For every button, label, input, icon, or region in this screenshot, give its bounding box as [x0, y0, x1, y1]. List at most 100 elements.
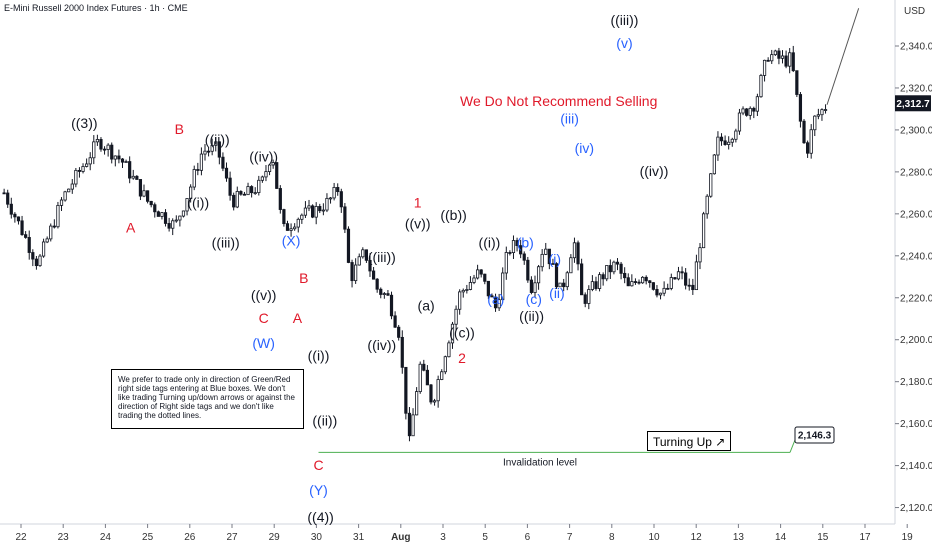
candle-body: [544, 248, 548, 255]
candle-body: [45, 238, 49, 243]
candle-body: [762, 59, 767, 76]
candle-body: [214, 141, 218, 146]
wave-label: B: [299, 270, 308, 286]
x-tick-label: 26: [184, 532, 196, 543]
candle-body: [120, 158, 125, 163]
candle-body: [425, 369, 429, 386]
candle-body: [81, 166, 85, 172]
candle-body: [368, 259, 372, 272]
candle-body: [264, 171, 268, 178]
x-tick-label: 23: [58, 532, 70, 543]
y-tick-label: 2,140.0: [900, 461, 932, 472]
candle-body: [698, 247, 702, 263]
candle-body: [178, 215, 182, 221]
candle-body: [766, 59, 770, 62]
x-tick-label: 13: [733, 532, 745, 543]
candle-body: [246, 186, 250, 196]
candle-body: [375, 278, 379, 290]
wave-label: 2: [458, 350, 466, 366]
candle-body: [142, 190, 146, 197]
candle-body: [70, 183, 74, 190]
candle-body: [432, 400, 437, 403]
y-tick-label: 2,300.0: [900, 125, 932, 136]
candle-body: [361, 249, 365, 258]
candle-body: [486, 280, 490, 297]
arrow-up-right-icon: ↗: [715, 435, 726, 449]
candle-body: [99, 139, 103, 150]
candle-body: [669, 277, 673, 289]
candle-body: [784, 55, 788, 67]
currency-label: USD: [904, 6, 925, 17]
candle-body: [350, 262, 354, 282]
wave-label: ((4)): [307, 509, 333, 525]
wave-label: (iv): [575, 140, 594, 156]
x-tick-label: 31: [353, 532, 365, 543]
candle-body: [289, 228, 293, 231]
invalidation-label: Invalidation level: [503, 457, 577, 468]
candle-body: [705, 195, 709, 215]
candle-body: [461, 289, 465, 293]
candle-body: [131, 175, 135, 179]
candle-body: [192, 169, 196, 188]
candle-body: [777, 50, 781, 59]
x-tick-label: 15: [817, 532, 829, 543]
candle-body: [723, 140, 727, 145]
candle-body: [648, 280, 652, 284]
candle-body: [379, 288, 383, 295]
candle-body: [608, 265, 612, 273]
candle-body: [630, 281, 634, 287]
wave-label: (ii): [549, 285, 565, 301]
candle-body: [59, 199, 64, 206]
candle-body: [106, 144, 110, 150]
candle-body: [483, 273, 487, 282]
candle-body: [328, 197, 333, 200]
wave-label: ((v)): [405, 216, 431, 232]
candle-body: [651, 282, 655, 290]
candle-body: [511, 240, 516, 254]
candle-body: [594, 281, 598, 289]
candle-body: [275, 162, 279, 189]
candle-body: [540, 253, 544, 268]
candle-body: [293, 226, 297, 230]
candle-body: [343, 206, 347, 230]
candle-body: [737, 112, 742, 132]
invalidation-value-box: [794, 426, 835, 444]
candle-body: [465, 289, 469, 291]
candle-body: [285, 223, 290, 231]
y-tick-label: 2,280.0: [900, 167, 932, 178]
candle-body: [138, 179, 143, 197]
candle-body: [558, 282, 562, 288]
wave-label: (a): [487, 291, 504, 307]
candle-body: [278, 188, 282, 210]
wave-label: (c): [526, 291, 542, 307]
candle-body: [210, 144, 214, 152]
candle-body: [816, 114, 820, 117]
x-tick-label: 6: [525, 532, 531, 543]
y-tick-label: 2,320.0: [900, 83, 932, 94]
candle-body: [24, 234, 28, 238]
candle-body: [637, 281, 641, 284]
candle-body: [267, 164, 272, 172]
candle-body: [339, 191, 343, 208]
candle-body: [336, 187, 340, 193]
candle-body: [253, 192, 257, 194]
candle-body: [185, 198, 189, 212]
candle-body: [27, 237, 31, 253]
candle-body: [623, 272, 627, 279]
candle-body: [497, 299, 501, 309]
y-tick-label: 2,200.0: [900, 335, 932, 346]
candle-body: [587, 289, 591, 304]
candle-body: [554, 263, 559, 288]
invalidation-value: 2,146.3: [798, 431, 832, 442]
candle-body: [332, 187, 336, 199]
candle-body: [282, 209, 286, 225]
x-tick-label: 29: [269, 532, 281, 543]
candle-body: [601, 274, 605, 280]
x-tick-label: 25: [142, 532, 154, 543]
y-tick-label: 2,240.0: [900, 251, 932, 262]
wave-label: ((iii)): [610, 12, 638, 28]
candle-body: [20, 220, 24, 236]
candle-body: [85, 163, 89, 167]
candle-body: [709, 173, 713, 197]
candle-body: [260, 176, 264, 181]
